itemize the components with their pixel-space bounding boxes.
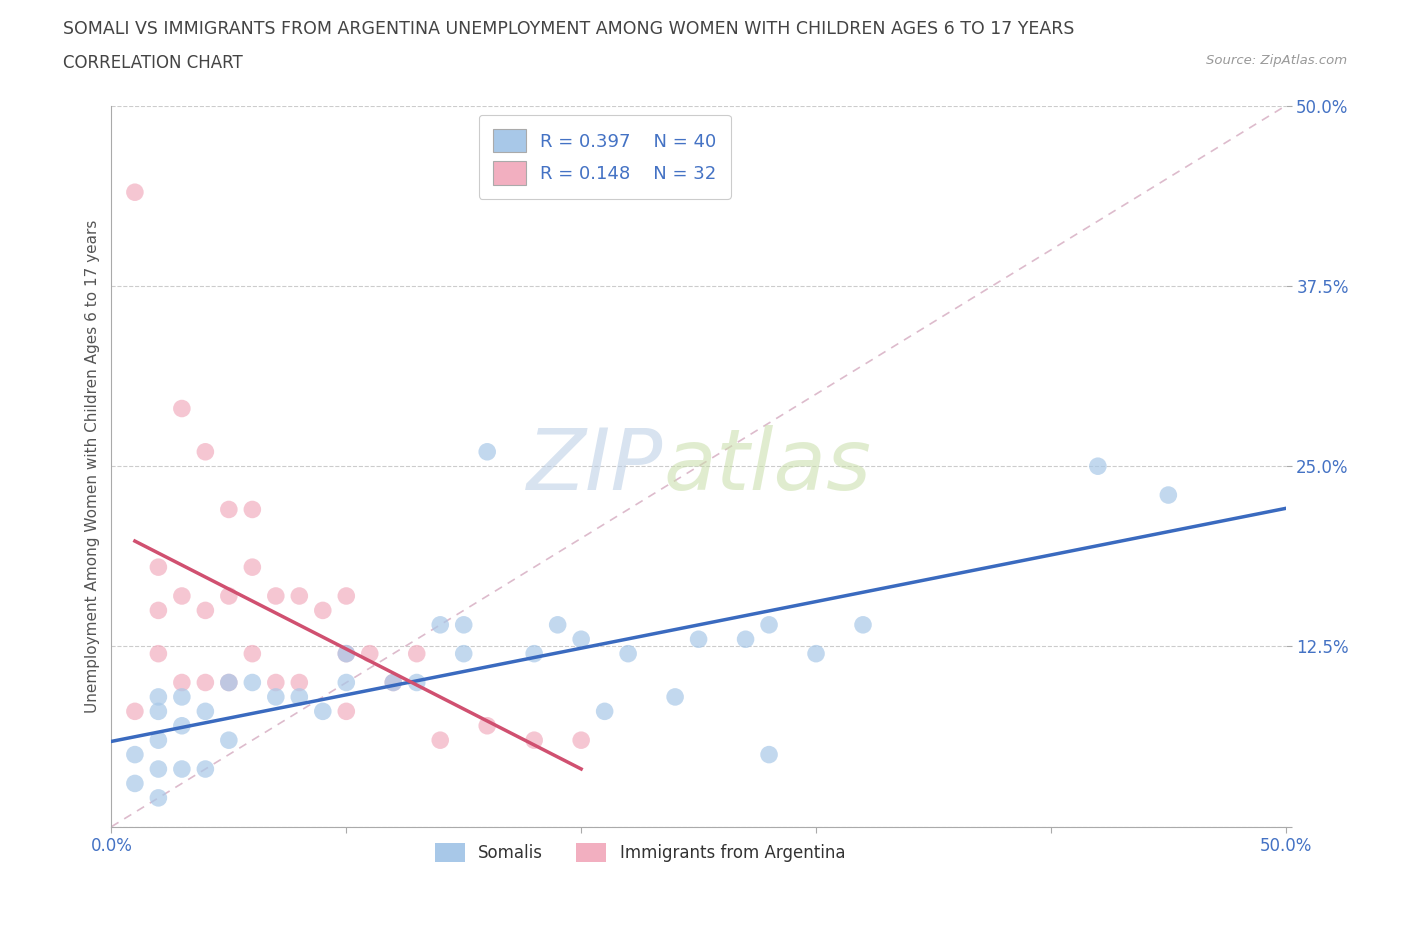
- Point: [429, 733, 451, 748]
- Point: [170, 589, 193, 604]
- Point: [547, 618, 569, 632]
- Point: [312, 704, 335, 719]
- Text: Source: ZipAtlas.com: Source: ZipAtlas.com: [1206, 54, 1347, 67]
- Point: [758, 618, 780, 632]
- Point: [335, 675, 357, 690]
- Text: ZIP: ZIP: [527, 425, 664, 508]
- Point: [617, 646, 640, 661]
- Point: [218, 675, 240, 690]
- Point: [804, 646, 827, 661]
- Point: [569, 733, 592, 748]
- Point: [148, 560, 170, 575]
- Point: [240, 502, 263, 517]
- Point: [148, 762, 170, 777]
- Point: [194, 762, 217, 777]
- Point: [218, 589, 240, 604]
- Point: [148, 790, 170, 805]
- Point: [1157, 487, 1180, 502]
- Text: CORRELATION CHART: CORRELATION CHART: [63, 54, 243, 72]
- Point: [405, 675, 427, 690]
- Point: [382, 675, 405, 690]
- Point: [240, 675, 263, 690]
- Point: [688, 631, 710, 646]
- Point: [335, 646, 357, 661]
- Point: [170, 401, 193, 416]
- Point: [240, 560, 263, 575]
- Point: [335, 646, 357, 661]
- Point: [335, 589, 357, 604]
- Point: [477, 718, 499, 733]
- Point: [288, 589, 311, 604]
- Point: [170, 689, 193, 704]
- Point: [593, 704, 616, 719]
- Point: [288, 689, 311, 704]
- Point: [477, 445, 499, 459]
- Point: [523, 733, 546, 748]
- Point: [194, 603, 217, 618]
- Point: [194, 675, 217, 690]
- Point: [148, 704, 170, 719]
- Point: [453, 618, 475, 632]
- Point: [148, 603, 170, 618]
- Point: [170, 718, 193, 733]
- Point: [194, 704, 217, 719]
- Point: [429, 618, 451, 632]
- Y-axis label: Unemployment Among Women with Children Ages 6 to 17 years: Unemployment Among Women with Children A…: [86, 219, 100, 713]
- Point: [335, 704, 357, 719]
- Point: [148, 689, 170, 704]
- Point: [124, 185, 146, 200]
- Point: [264, 589, 287, 604]
- Point: [312, 603, 335, 618]
- Legend: Somalis, Immigrants from Argentina: Somalis, Immigrants from Argentina: [427, 836, 852, 869]
- Point: [453, 646, 475, 661]
- Point: [288, 675, 311, 690]
- Point: [405, 646, 427, 661]
- Point: [664, 689, 686, 704]
- Point: [758, 747, 780, 762]
- Text: SOMALI VS IMMIGRANTS FROM ARGENTINA UNEMPLOYMENT AMONG WOMEN WITH CHILDREN AGES : SOMALI VS IMMIGRANTS FROM ARGENTINA UNEM…: [63, 20, 1074, 38]
- Point: [569, 631, 592, 646]
- Point: [218, 733, 240, 748]
- Point: [124, 747, 146, 762]
- Point: [148, 646, 170, 661]
- Point: [194, 445, 217, 459]
- Point: [170, 675, 193, 690]
- Point: [264, 689, 287, 704]
- Point: [148, 733, 170, 748]
- Point: [523, 646, 546, 661]
- Point: [1087, 458, 1109, 473]
- Point: [218, 675, 240, 690]
- Point: [124, 776, 146, 790]
- Point: [218, 502, 240, 517]
- Point: [734, 631, 756, 646]
- Point: [240, 646, 263, 661]
- Point: [264, 675, 287, 690]
- Point: [170, 762, 193, 777]
- Point: [124, 704, 146, 719]
- Point: [382, 675, 405, 690]
- Text: atlas: atlas: [664, 425, 872, 508]
- Point: [852, 618, 875, 632]
- Point: [359, 646, 381, 661]
